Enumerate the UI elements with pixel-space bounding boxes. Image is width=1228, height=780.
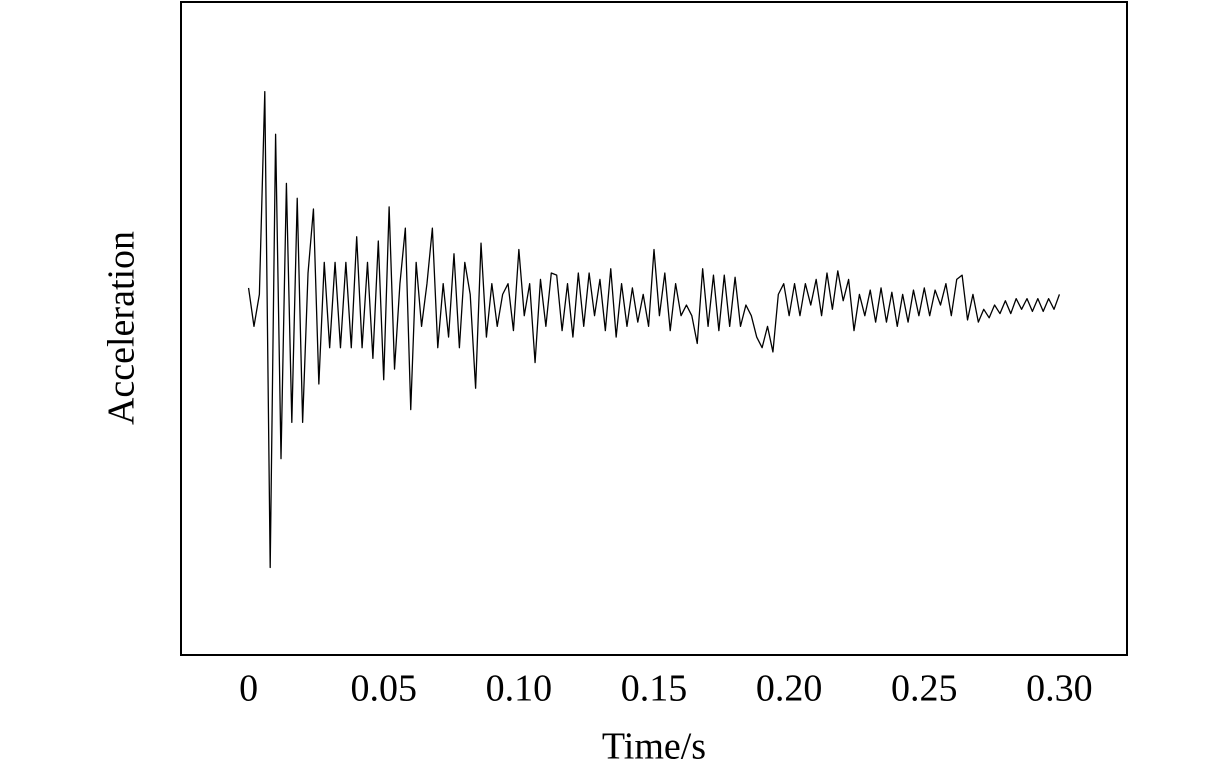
- x-tick-label: 0: [239, 668, 258, 710]
- x-tick-label: 0.10: [486, 668, 553, 710]
- y-axis-label: Acceleration: [101, 231, 143, 425]
- x-tick-label: 0.30: [1026, 668, 1093, 710]
- x-axis-label: Time/s: [602, 726, 706, 768]
- x-tick-label: 0.25: [891, 668, 958, 710]
- x-tick-label: 0.05: [350, 668, 417, 710]
- x-tick-label: 0.20: [756, 668, 823, 710]
- x-tick-label: 0.15: [621, 668, 688, 710]
- plot-frame: [180, 1, 1128, 656]
- signal-line: [247, 90, 1061, 569]
